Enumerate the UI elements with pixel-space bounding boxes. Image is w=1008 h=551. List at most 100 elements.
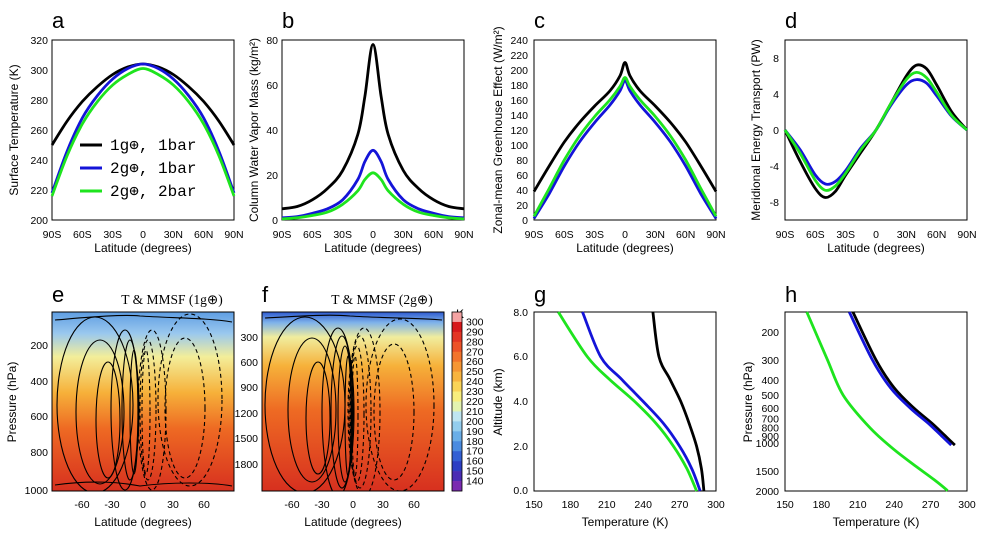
colorbar-tick-label: 280 (466, 336, 484, 348)
colorbar-swatch (452, 361, 462, 372)
streamfunction-contours-f (264, 314, 443, 491)
plot-frame-c (533, 39, 717, 221)
colorbar-swatch (452, 351, 462, 363)
colorbar-swatch (452, 321, 462, 333)
latitude-tick-label: 90N (224, 229, 243, 241)
panel-label-d: d (785, 8, 797, 33)
y-tick-label: -4 (770, 161, 779, 173)
x-axis-label-e: Latitude (degrees) (94, 515, 191, 529)
y-axis-label-e: Pressure (hPa) (5, 362, 19, 443)
latitude-tick-label: 90N (454, 229, 473, 241)
panel-label-e: e (52, 282, 64, 307)
x-tick-labels-h: 150 180 210 240 270 300 (776, 499, 976, 511)
x-tick-label: 60 (408, 499, 420, 511)
series-lines-g (557, 311, 706, 492)
x-tick-label: -60 (74, 499, 89, 511)
y-tick-label: 0 (522, 215, 528, 227)
latitude-tick-label: 60N (927, 229, 946, 241)
y-tick-label: 0 (272, 215, 278, 227)
x-tick-label: 30 (377, 499, 389, 511)
panel-e: e T & MMSF (1g⊕) 200 400 600 800 1000 -6… (5, 282, 235, 529)
latitude-tick-label: 30S (103, 229, 122, 241)
x-tick-label: 270 (671, 499, 689, 511)
x-tick-label: 210 (598, 499, 616, 511)
series-lines-b (281, 43, 465, 221)
x-tick-label: 300 (707, 499, 725, 511)
colorbar-tick-label: 200 (466, 416, 484, 428)
y-tick-label: 240 (30, 155, 48, 167)
series-lines-h (805, 311, 956, 492)
colorbar-tick-label: 180 (466, 436, 484, 448)
latitude-tick-label: 60S (73, 229, 92, 241)
x-tick-label: 150 (525, 499, 543, 511)
y-tick-label: 200 (30, 215, 48, 227)
latitude-tick-label: 90S (525, 229, 544, 241)
y-tick-label: 320 (30, 35, 48, 47)
y-tick-label: 280 (30, 95, 48, 107)
legend-label-2: 2g⊕, 1bar (110, 160, 196, 178)
series-line-2 (532, 79, 718, 220)
x-tick-label: 30 (167, 499, 179, 511)
y-tick-label: 100 (510, 140, 528, 152)
legend-label-1: 1g⊕, 1bar (110, 137, 196, 155)
x-axis-label-g: Temperature (K) (582, 515, 669, 529)
series-line-3 (557, 311, 698, 492)
y-tick-label: 500 (761, 390, 779, 402)
panel-label-h: h (785, 282, 797, 307)
y-tick-label: 40 (266, 125, 278, 137)
y-tick-label: 2.0 (513, 441, 528, 453)
colorbar-swatch (452, 461, 462, 472)
latitude-tick-label: 90S (43, 229, 62, 241)
y-axis-label-c: Zonal-mean Greenhouse Effect (W/m²) (491, 26, 505, 233)
plot-frame-h (784, 311, 968, 492)
series-lines-c (532, 61, 718, 220)
panel-d: d 8 4 0 -4 -8 Meridional Energy Transpor… (749, 8, 969, 255)
y-tick-label: 160 (510, 95, 528, 107)
colorbar-tick-label: 160 (466, 456, 484, 468)
latitude-tick-label: 30N (897, 229, 916, 241)
y-tick-label: 300 (240, 332, 258, 344)
series-line-1 (851, 311, 956, 447)
colorbar-swatch (452, 451, 462, 462)
latitude-tick-label: 0 (370, 229, 376, 241)
x-tick-label: 240 (634, 499, 652, 511)
series-line-2 (848, 311, 953, 447)
series-lines-a (50, 62, 236, 197)
colorbar-tick-label: 270 (466, 346, 484, 358)
panel-a: a 320 300 280 260 240 220 200 Surface Te… (7, 8, 236, 255)
colorbar-frame (451, 311, 463, 492)
y-tick-label: 1500 (756, 466, 780, 478)
colorbar-swatch (452, 341, 462, 353)
latitude-tick-labels: 90S 60S 30S 0 30N 60N 90N 90S 60S 30S 0 30N 60N 90N 90… (43, 229, 977, 241)
y-tick-label: 140 (510, 110, 528, 122)
colorbar-swatch (452, 401, 462, 412)
streamfunction-contours-e (54, 313, 233, 491)
y-tick-label: 400 (30, 376, 48, 388)
colorbar-tick-label: 170 (466, 446, 484, 458)
legend-label-3: 2g⊕, 2bar (110, 183, 196, 201)
panel-label-a: a (52, 8, 65, 33)
x-tick-label: -30 (314, 499, 329, 511)
panel-title-f: T & MMSF (2g⊕) (331, 292, 432, 307)
y-tick-label: 80 (516, 155, 528, 167)
y-tick-label: 40 (516, 185, 528, 197)
plot-frame-b (281, 39, 465, 221)
y-tick-label: 1800 (235, 459, 259, 471)
colorbar-swatch (452, 421, 462, 432)
temperature-field-e (52, 312, 234, 491)
panel-title-e: T & MMSF (1g⊕) (121, 292, 222, 307)
y-tick-label: 80 (266, 35, 278, 47)
y-tick-label: 600 (761, 403, 779, 415)
x-tick-labels-g: 150 180 210 240 270 300 (525, 499, 725, 511)
y-tick-label: 0.0 (513, 485, 528, 497)
y-tick-label: 20 (516, 200, 528, 212)
y-tick-label: 300 (30, 65, 48, 77)
y-tick-label: 4.0 (513, 396, 528, 408)
latitude-tick-label: 30S (836, 229, 855, 241)
y-tick-label: 8 (773, 53, 779, 65)
x-tick-label: 0 (350, 499, 356, 511)
series-line-3 (783, 70, 968, 192)
x-axis-label-h: Temperature (K) (833, 515, 920, 529)
